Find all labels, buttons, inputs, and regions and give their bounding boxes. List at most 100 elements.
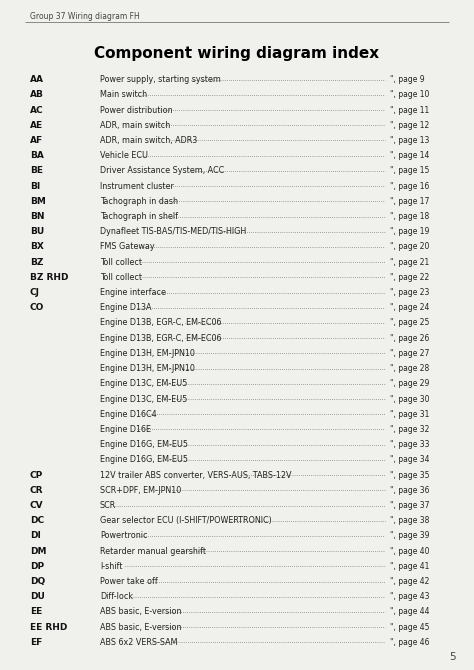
Text: Power supply, starting system: Power supply, starting system <box>100 75 221 84</box>
Text: ", page 40: ", page 40 <box>390 547 429 555</box>
Text: DP: DP <box>30 562 44 571</box>
Text: BA: BA <box>30 151 44 160</box>
Text: ", page 27: ", page 27 <box>390 349 429 358</box>
Text: Engine D13C, EM-EU5: Engine D13C, EM-EU5 <box>100 379 187 389</box>
Text: EE: EE <box>30 608 42 616</box>
Text: Tachograph in shelf: Tachograph in shelf <box>100 212 178 221</box>
Text: Engine D16G, EM-EU5: Engine D16G, EM-EU5 <box>100 440 188 449</box>
Text: SCR: SCR <box>100 501 116 510</box>
Text: ABS 6x2 VERS-SAM: ABS 6x2 VERS-SAM <box>100 638 177 647</box>
Text: ", page 11: ", page 11 <box>390 106 429 115</box>
Text: ", page 38: ", page 38 <box>390 516 429 525</box>
Text: Component wiring diagram index: Component wiring diagram index <box>94 46 380 61</box>
Text: Powertronic: Powertronic <box>100 531 147 541</box>
Text: ", page 16: ", page 16 <box>390 182 429 190</box>
Text: BZ: BZ <box>30 258 44 267</box>
Text: Power take off: Power take off <box>100 577 158 586</box>
Text: DM: DM <box>30 547 46 555</box>
Text: ", page 14: ", page 14 <box>390 151 429 160</box>
Text: BI: BI <box>30 182 40 190</box>
Text: DI: DI <box>30 531 41 541</box>
Text: CR: CR <box>30 486 44 494</box>
Text: BX: BX <box>30 243 44 251</box>
Text: AC: AC <box>30 106 44 115</box>
Text: Toll collect: Toll collect <box>100 273 142 282</box>
Text: ", page 15: ", page 15 <box>390 166 429 176</box>
Text: Gear selector ECU (I-SHIFT/POWERTRONIC): Gear selector ECU (I-SHIFT/POWERTRONIC) <box>100 516 272 525</box>
Text: AB: AB <box>30 90 44 99</box>
Text: BZ RHD: BZ RHD <box>30 273 69 282</box>
Text: ", page 45: ", page 45 <box>390 622 429 632</box>
Text: FMS Gateway: FMS Gateway <box>100 243 155 251</box>
Text: CV: CV <box>30 501 44 510</box>
Text: Engine interface: Engine interface <box>100 288 166 297</box>
Text: ", page 31: ", page 31 <box>390 410 429 419</box>
Text: I-shift: I-shift <box>100 562 122 571</box>
Text: ", page 32: ", page 32 <box>390 425 429 434</box>
Text: Tachograph in dash: Tachograph in dash <box>100 197 178 206</box>
Text: Engine D13B, EGR-C, EM-EC06: Engine D13B, EGR-C, EM-EC06 <box>100 318 221 328</box>
Text: EE RHD: EE RHD <box>30 622 67 632</box>
Text: ", page 19: ", page 19 <box>390 227 429 237</box>
Text: ", page 28: ", page 28 <box>390 364 429 373</box>
Text: BU: BU <box>30 227 44 237</box>
Text: BN: BN <box>30 212 45 221</box>
Text: CP: CP <box>30 470 43 480</box>
Text: ", page 22: ", page 22 <box>390 273 429 282</box>
Text: ", page 43: ", page 43 <box>390 592 429 601</box>
Text: ", page 44: ", page 44 <box>390 608 429 616</box>
Text: BE: BE <box>30 166 43 176</box>
Text: ", page 33: ", page 33 <box>390 440 429 449</box>
Text: ", page 36: ", page 36 <box>390 486 429 494</box>
Text: ADR, main switch: ADR, main switch <box>100 121 170 130</box>
Text: ", page 13: ", page 13 <box>390 136 429 145</box>
Text: Power distribution: Power distribution <box>100 106 173 115</box>
Text: Engine D13B, EGR-C, EM-EC06: Engine D13B, EGR-C, EM-EC06 <box>100 334 221 342</box>
Text: ", page 34: ", page 34 <box>390 456 429 464</box>
Text: ADR, main switch, ADR3: ADR, main switch, ADR3 <box>100 136 197 145</box>
Text: ", page 9: ", page 9 <box>390 75 425 84</box>
Text: ", page 25: ", page 25 <box>390 318 429 328</box>
Text: AE: AE <box>30 121 43 130</box>
Text: ", page 42: ", page 42 <box>390 577 429 586</box>
Text: Toll collect: Toll collect <box>100 258 142 267</box>
Text: CO: CO <box>30 304 45 312</box>
Text: DU: DU <box>30 592 45 601</box>
Text: Engine D13A: Engine D13A <box>100 304 152 312</box>
Text: CJ: CJ <box>30 288 40 297</box>
Text: Engine D13H, EM-JPN10: Engine D13H, EM-JPN10 <box>100 364 195 373</box>
Text: ", page 20: ", page 20 <box>390 243 429 251</box>
Text: 5: 5 <box>449 652 456 662</box>
Text: ", page 10: ", page 10 <box>390 90 429 99</box>
Text: Engine D13C, EM-EU5: Engine D13C, EM-EU5 <box>100 395 187 403</box>
Text: Engine D16C4: Engine D16C4 <box>100 410 156 419</box>
Text: 12V trailer ABS converter, VERS-AUS, TABS-12V: 12V trailer ABS converter, VERS-AUS, TAB… <box>100 470 292 480</box>
Text: ", page 29: ", page 29 <box>390 379 429 389</box>
Text: ", page 30: ", page 30 <box>390 395 429 403</box>
Text: Diff-lock: Diff-lock <box>100 592 133 601</box>
Text: Dynafleet TIS-BAS/TIS-MED/TIS-HIGH: Dynafleet TIS-BAS/TIS-MED/TIS-HIGH <box>100 227 246 237</box>
Text: Retarder manual gearshift: Retarder manual gearshift <box>100 547 206 555</box>
Text: ABS basic, E-version: ABS basic, E-version <box>100 622 182 632</box>
Text: Engine D16E: Engine D16E <box>100 425 151 434</box>
Text: ", page 35: ", page 35 <box>390 470 429 480</box>
Text: ", page 24: ", page 24 <box>390 304 429 312</box>
Text: ", page 46: ", page 46 <box>390 638 429 647</box>
Text: Main switch: Main switch <box>100 90 147 99</box>
Text: ", page 12: ", page 12 <box>390 121 429 130</box>
Text: Vehicle ECU: Vehicle ECU <box>100 151 148 160</box>
Text: ABS basic, E-version: ABS basic, E-version <box>100 608 182 616</box>
Text: SCR+DPF, EM-JPN10: SCR+DPF, EM-JPN10 <box>100 486 181 494</box>
Text: AF: AF <box>30 136 43 145</box>
Text: AA: AA <box>30 75 44 84</box>
Text: ", page 41: ", page 41 <box>390 562 429 571</box>
Text: EF: EF <box>30 638 42 647</box>
Text: Engine D16G, EM-EU5: Engine D16G, EM-EU5 <box>100 456 188 464</box>
Text: ", page 17: ", page 17 <box>390 197 429 206</box>
Text: DQ: DQ <box>30 577 45 586</box>
Text: Instrument cluster: Instrument cluster <box>100 182 174 190</box>
Text: Engine D13H, EM-JPN10: Engine D13H, EM-JPN10 <box>100 349 195 358</box>
Text: DC: DC <box>30 516 44 525</box>
Text: BM: BM <box>30 197 46 206</box>
Text: ", page 26: ", page 26 <box>390 334 429 342</box>
